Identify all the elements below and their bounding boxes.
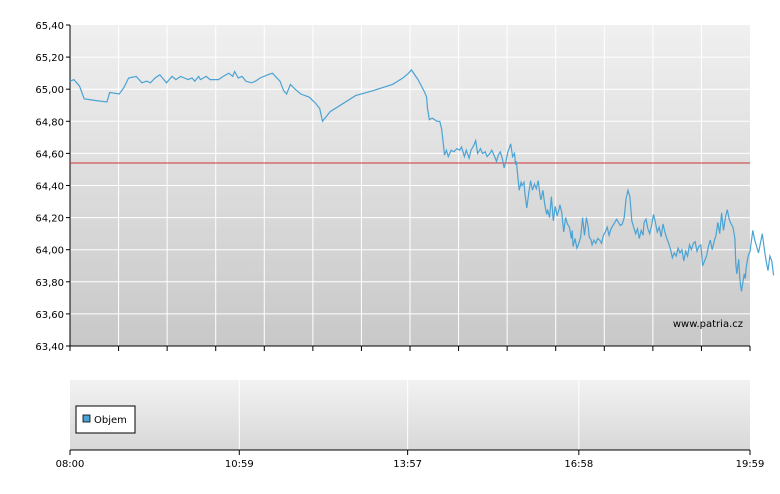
price-y-tick-label: 63,80 — [35, 278, 64, 289]
price-y-tick-label: 65,20 — [35, 53, 64, 64]
volume-x-tick-label: 08:00 — [56, 459, 85, 470]
price-y-axis: 65,40 65,20 65,00 64,80 64,60 64,40 64,20 64,00… — [35, 21, 71, 353]
volume-x-tick-label: 19:59 — [736, 459, 765, 470]
volume-x-tick-label: 13:57 — [393, 459, 422, 470]
legend-label-objem: Objem — [94, 415, 127, 426]
price-gridlines — [70, 25, 750, 346]
price-y-tick-label: 63,40 — [35, 342, 64, 353]
price-y-tick-label: 64,00 — [35, 246, 64, 257]
price-y-tick-label: 63,60 — [35, 310, 64, 321]
volume-gridlines — [238, 380, 580, 450]
volume-x-axis: 08:00 10:59 13:57 16:58 19:59 — [56, 450, 765, 470]
volume-legend: Objem — [75, 405, 136, 434]
price-series-line — [69, 68, 775, 292]
volume-x-tick-label: 16:58 — [564, 459, 593, 470]
watermark: www.patria.cz — [673, 319, 743, 330]
price-y-tick-label: 64,80 — [35, 117, 64, 128]
price-y-tick-label: 64,40 — [35, 182, 64, 193]
price-y-tick-label: 64,20 — [35, 214, 64, 225]
price-y-tick-label: 64,60 — [35, 149, 64, 160]
volume-x-tick-label: 10:59 — [225, 459, 254, 470]
price-x-ticks — [69, 346, 751, 351]
price-y-tick-label: 65,00 — [35, 85, 64, 96]
price-y-tick-label: 65,40 — [35, 21, 64, 32]
volume-plot-background — [70, 380, 750, 450]
legend-swatch-objem — [82, 414, 91, 423]
